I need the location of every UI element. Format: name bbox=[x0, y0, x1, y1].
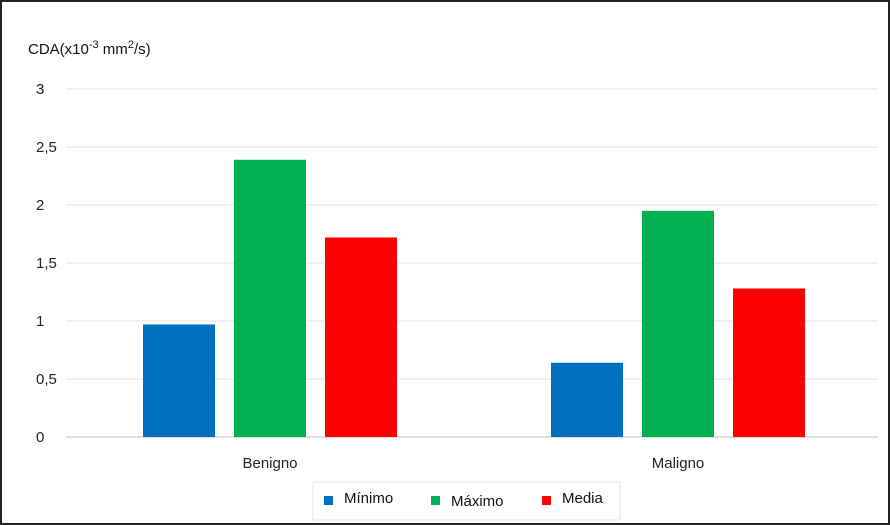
legend-swatch bbox=[542, 496, 551, 505]
y-tick-label: 2,5 bbox=[36, 139, 57, 156]
bar bbox=[325, 237, 397, 437]
legend-swatch bbox=[431, 496, 440, 505]
bar bbox=[143, 324, 215, 437]
y-tick-label: 0 bbox=[36, 429, 44, 446]
y-tick-label: 1 bbox=[36, 313, 44, 330]
legend-label: Media bbox=[562, 490, 604, 507]
legend-label: Máximo bbox=[451, 493, 504, 510]
y-tick-label: 1,5 bbox=[36, 255, 57, 272]
x-tick-label: Maligno bbox=[652, 455, 705, 472]
bar bbox=[551, 362, 623, 437]
legend-swatch bbox=[324, 496, 333, 505]
category-labels: Benigno Maligno bbox=[242, 455, 704, 472]
bar bbox=[234, 159, 306, 437]
legend: Mínimo Máximo Media bbox=[312, 481, 621, 521]
y-axis-label: CDA(x10-3 mm2/s) bbox=[28, 39, 151, 58]
legend-label: Mínimo bbox=[344, 490, 393, 507]
bars bbox=[143, 159, 805, 437]
bar bbox=[642, 210, 714, 437]
x-tick-label: Benigno bbox=[242, 455, 297, 472]
y-tick-labels: 0 0,5 1 1,5 2 2,5 3 bbox=[36, 81, 57, 446]
y-tick-label: 0,5 bbox=[36, 371, 57, 388]
y-tick-label: 3 bbox=[36, 81, 44, 98]
legend-box bbox=[312, 481, 621, 521]
y-tick-label: 2 bbox=[36, 197, 44, 214]
bar bbox=[733, 288, 805, 437]
